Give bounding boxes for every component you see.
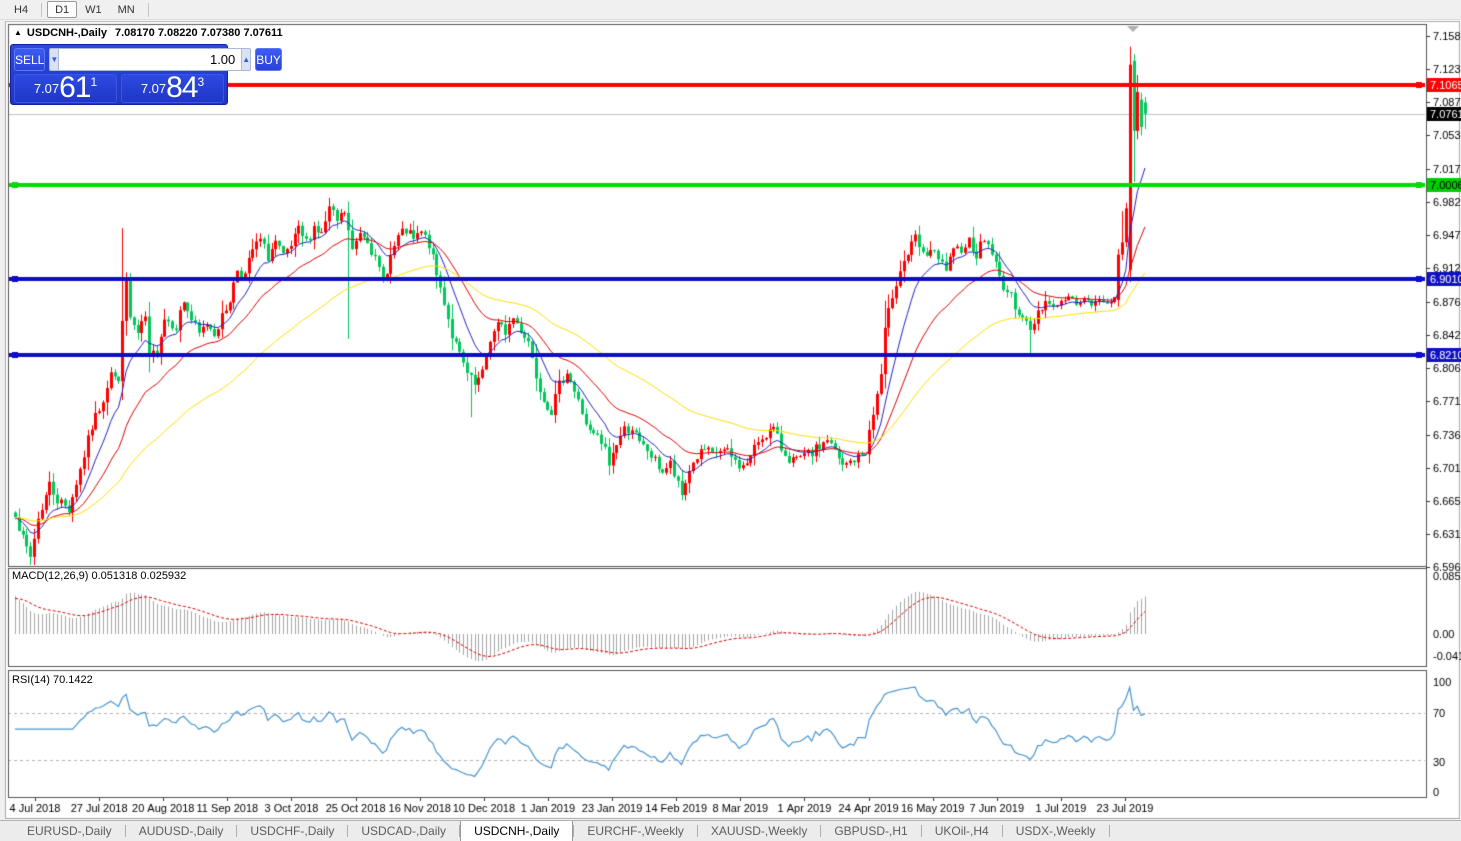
chart-quotes: 7.08170 7.08220 7.07380 7.07611 bbox=[115, 27, 283, 39]
tab-separator bbox=[820, 825, 822, 837]
macd-pane-label: MACD(12,26,9) 0.051318 0.025932 bbox=[12, 570, 187, 582]
buy-price-prefix: 7.07 bbox=[140, 81, 167, 96]
timeframe-button-h4[interactable]: H4 bbox=[14, 3, 29, 16]
collapse-chart-icon[interactable]: ▲ bbox=[14, 28, 22, 37]
toolbar-separator bbox=[41, 2, 43, 17]
timeframe-toolbar: H4 D1 W1 MN bbox=[0, 0, 1461, 20]
chart-tab-eurusd-daily[interactable]: EURUSD-,Daily bbox=[27, 824, 112, 838]
toolbar-separator bbox=[147, 2, 149, 17]
tab-separator bbox=[459, 825, 461, 837]
chart-title: ▲ USDCNH-,Daily 7.08170 7.08220 7.07380 7.… bbox=[14, 27, 283, 39]
chart-tab-bar: EURUSD-,Daily AUDUSD-,Daily USDCHF-,Daily U… bbox=[0, 820, 1461, 841]
chart-tab-usdchf-daily[interactable]: USDCHF-,Daily bbox=[250, 824, 335, 838]
buy-button[interactable]: BUY bbox=[255, 48, 282, 71]
buy-price-tile[interactable]: 7.07 84 3 bbox=[121, 71, 224, 104]
chart-tab-usdcad-daily[interactable]: USDCAD-,Daily bbox=[361, 824, 447, 838]
tab-separator bbox=[347, 825, 349, 837]
tab-separator bbox=[696, 825, 698, 837]
timeframe-button-w1[interactable]: W1 bbox=[85, 3, 102, 16]
volume-input[interactable] bbox=[59, 48, 242, 71]
chart-tab-eurchf-weekly[interactable]: EURCHF-,Weekly bbox=[587, 824, 684, 838]
chart-tab-xauusd-weekly[interactable]: XAUUSD-,Weekly bbox=[710, 824, 808, 838]
sell-price-big: 61 bbox=[59, 71, 91, 104]
chart-tab-gbpusd-h1[interactable]: GBPUSD-,H1 bbox=[834, 824, 908, 838]
tab-separator bbox=[1001, 825, 1003, 837]
chart-tab-usdcnh-daily[interactable]: USDCNH-,Daily bbox=[460, 821, 574, 841]
timeframe-button-d1[interactable]: D1 bbox=[47, 1, 78, 18]
sell-price-tile[interactable]: 7.07 61 1 bbox=[14, 71, 117, 104]
tab-separator bbox=[124, 825, 126, 837]
volume-increase-icon[interactable]: ▲ bbox=[241, 48, 252, 71]
chart-tab-audusd-daily[interactable]: AUDUSD-,Daily bbox=[138, 824, 224, 838]
rsi-pane-label: RSI(14) 70.1422 bbox=[12, 674, 93, 686]
tab-separator bbox=[573, 825, 575, 837]
volume-decrease-icon[interactable]: ▼ bbox=[49, 48, 60, 71]
buy-price-big: 84 bbox=[166, 71, 198, 104]
one-click-trading-panel: SELL ▼ ▲ BUY 7.07 61 1 7.07 84 3 bbox=[10, 44, 282, 105]
timeframe-button-mn[interactable]: MN bbox=[117, 3, 135, 16]
sell-price-prefix: 7.07 bbox=[33, 81, 60, 96]
sell-button[interactable]: SELL bbox=[14, 48, 46, 71]
price-chart-canvas[interactable] bbox=[0, 20, 1461, 819]
tab-separator bbox=[236, 825, 238, 837]
tab-separator bbox=[1108, 825, 1110, 837]
sell-price-sup: 1 bbox=[90, 75, 98, 89]
chart-symbol-label: USDCNH-,Daily bbox=[26, 27, 107, 39]
chart-tab-ukoil-h4[interactable]: UKOil-,H4 bbox=[934, 824, 989, 838]
tab-separator bbox=[920, 825, 922, 837]
buy-price-sup: 3 bbox=[197, 75, 205, 89]
chart-tab-usdx-weekly[interactable]: USDX-,Weekly bbox=[1015, 824, 1096, 838]
